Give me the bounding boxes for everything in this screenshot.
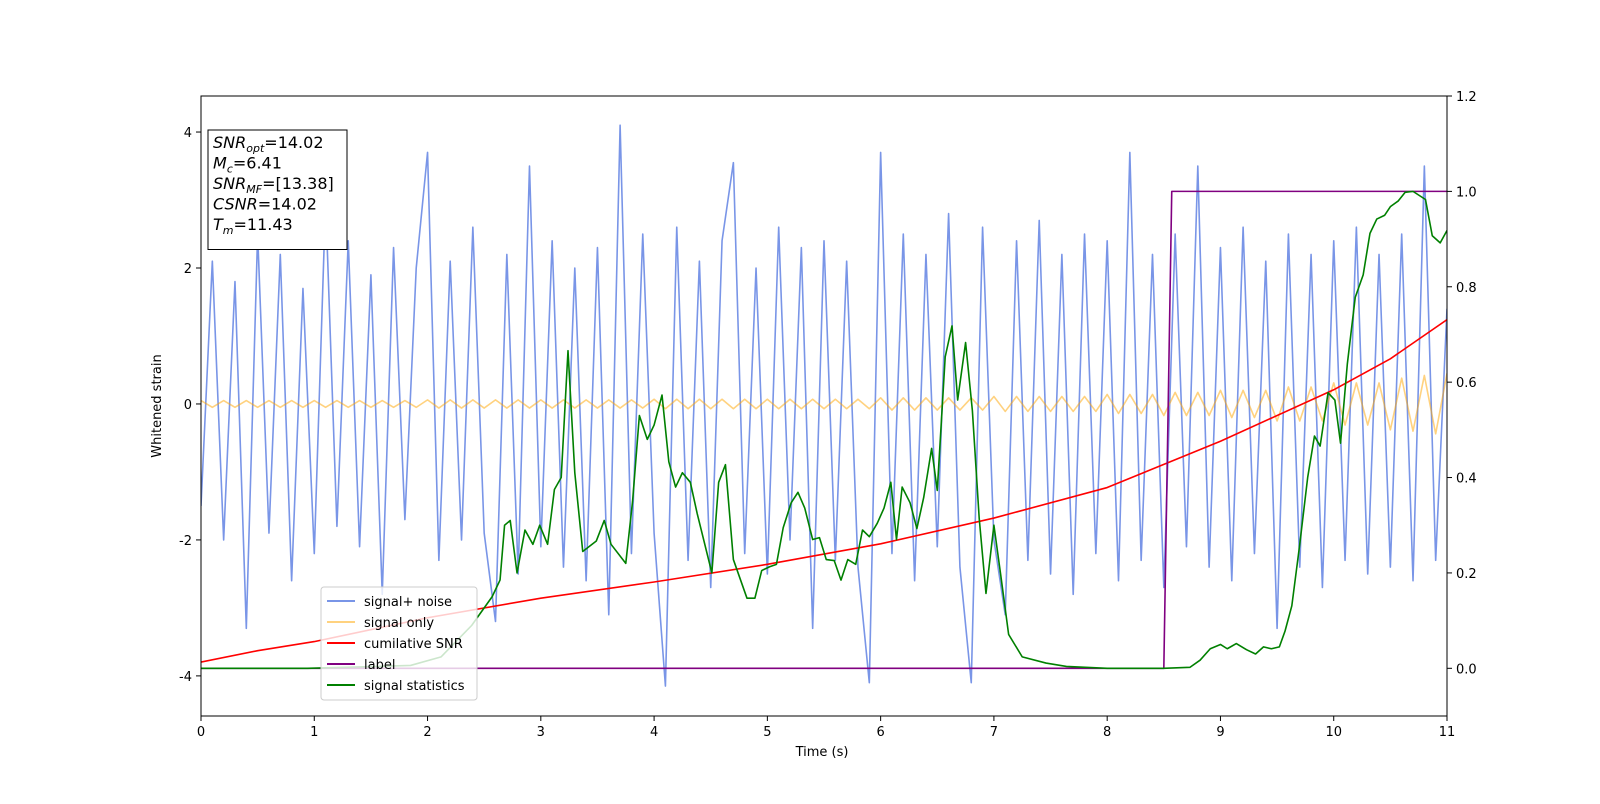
annotation-value: =14.02 <box>258 195 317 214</box>
x-tick-label: 2 <box>423 725 431 740</box>
legend-label: signal only <box>364 616 434 631</box>
series-line <box>201 124 1447 687</box>
axes-frame <box>200 95 1448 717</box>
x-tick-label: 8 <box>1103 725 1111 740</box>
series-line <box>201 190 1447 670</box>
annotation-subscript: MF <box>246 183 262 196</box>
x-tick-label: 10 <box>1325 725 1342 740</box>
annotation-symbol: SNR <box>213 133 246 152</box>
y-tick-label: 4 <box>184 126 192 141</box>
annotation-value: =[13.38] <box>262 174 334 193</box>
x-tick-label: 7 <box>990 725 998 740</box>
y2-tick-label: 1.0 <box>1456 185 1477 200</box>
legend-box <box>320 586 478 701</box>
legend-label: cumilative SNR <box>364 637 463 652</box>
annotation-symbol: SNR <box>213 174 246 193</box>
x-tick-label: 11 <box>1439 725 1456 740</box>
y-tick-label: -2 <box>179 534 192 549</box>
annotation-symbol: M <box>213 154 227 173</box>
annotation-line: Tm=11.43 <box>213 215 293 237</box>
annotation-line: SNRopt=14.02 <box>213 133 324 155</box>
x-tick-label: 1 <box>310 725 318 740</box>
annotation-subscript: c <box>227 163 233 176</box>
annotation-value: =11.43 <box>234 215 293 234</box>
x-tick-label: 3 <box>537 725 545 740</box>
y2-tick-label: 0.2 <box>1456 567 1477 582</box>
annotation-subscript: m <box>223 224 234 237</box>
x-tick-label: 6 <box>876 725 884 740</box>
annotation-symbol: T <box>213 215 224 234</box>
x-tick-label: 0 <box>197 725 205 740</box>
x-tick-label: 5 <box>763 725 771 740</box>
series-line <box>201 190 1447 670</box>
x-tick-label: 9 <box>1216 725 1224 740</box>
y2-tick-label: 0.6 <box>1456 376 1477 391</box>
y-tick-label: 0 <box>184 398 192 413</box>
y-tick-label: 2 <box>184 262 192 277</box>
y2-tick-label: 1.2 <box>1456 90 1477 105</box>
legend-label: label <box>364 658 395 673</box>
x-tick-label: 4 <box>650 725 658 740</box>
legend-label: signal statistics <box>364 679 465 694</box>
y-axis-label: Whitened strain <box>150 354 165 457</box>
legend-label: signal+ noise <box>364 595 452 610</box>
annotation-box <box>207 129 348 250</box>
series-line <box>201 373 1447 435</box>
annotation-symbol: CSNR <box>213 195 258 214</box>
annotation-subscript: opt <box>246 142 265 155</box>
y2-tick-label: 0.0 <box>1456 662 1477 677</box>
annotation-value: =14.02 <box>264 133 323 152</box>
annotation-line: CSNR=14.02 <box>213 195 317 214</box>
x-axis-label: Time (s) <box>795 745 849 760</box>
y-tick-label: -4 <box>179 670 192 685</box>
annotation-line: Mc=6.41 <box>213 154 282 176</box>
y2-tick-label: 0.4 <box>1456 472 1477 487</box>
y2-tick-label: 0.8 <box>1456 281 1477 296</box>
annotation-line: SNRMF=[13.38] <box>213 174 334 196</box>
annotation-value: =6.41 <box>233 154 282 173</box>
